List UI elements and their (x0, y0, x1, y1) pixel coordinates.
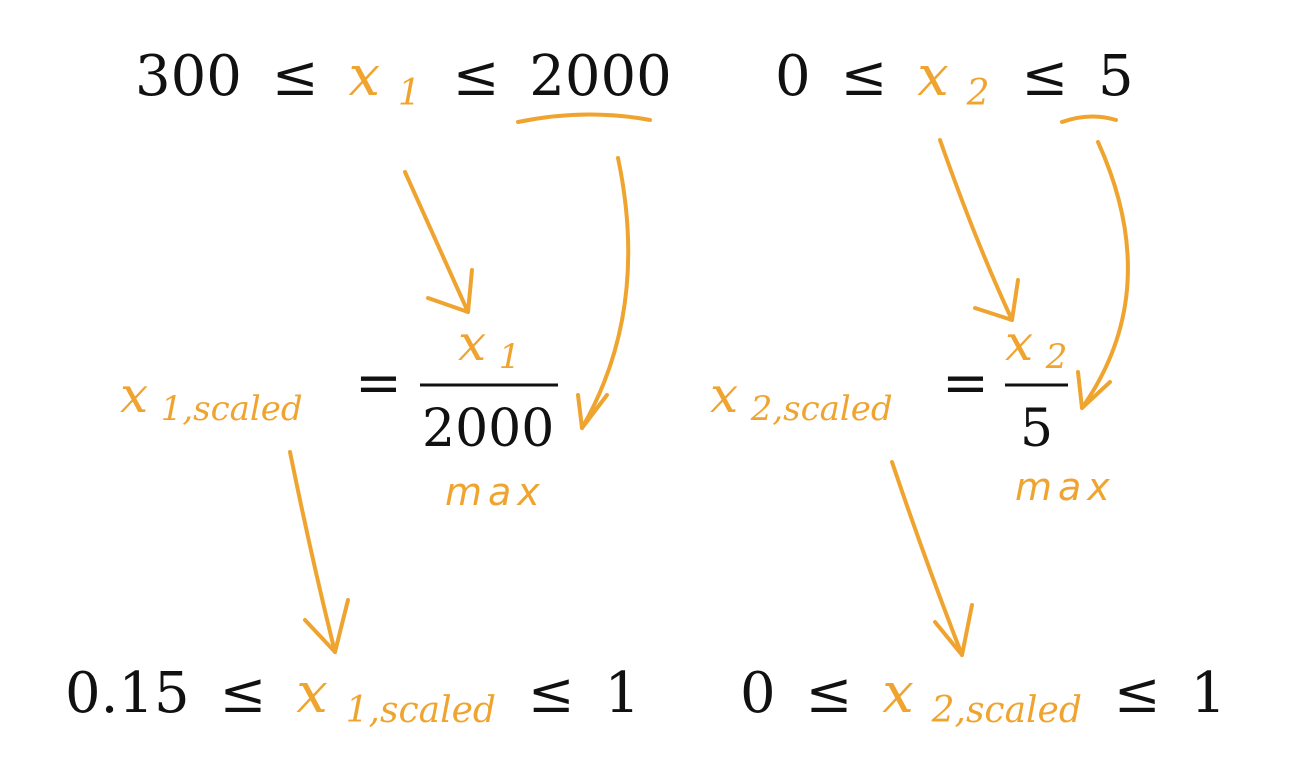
svg-text:x 2: x 2 (1005, 314, 1067, 377)
arrow-x2-to-numerator (938, 138, 1014, 322)
result-x1-var: x (296, 661, 328, 726)
result-x2-sub: 2,scaled (931, 690, 1082, 731)
scale-x1-denominator: 2000 (422, 399, 554, 459)
scale-x1-num-var: x (458, 314, 486, 372)
scale-formula-x1: x 1,scaled = x 1 2000 max (120, 314, 558, 514)
arrow-x1-to-numerator-head (426, 268, 474, 314)
arrow-scaled-x2-to-result (890, 460, 964, 657)
scale-x1-lhs-var: x (120, 366, 148, 424)
result-x1-leq-1: ≤ (220, 661, 267, 726)
underline-max-x2 (1060, 114, 1118, 124)
scale-x2-max-note: max (1015, 465, 1116, 509)
svg-text:300 ≤ x 1: 300 ≤ x 1 ≤ 2000 (135, 44, 672, 119)
scale-x2-lhs-var: x (710, 366, 738, 424)
arrow-scaled-x2-to-result-head (933, 603, 974, 657)
scale-x2-denominator: 5 (1020, 399, 1053, 459)
scale-x1-equals: = (355, 351, 402, 416)
range-x2-leq-2: ≤ (1021, 44, 1068, 109)
range-x1: 300 ≤ x 1 ≤ 2000 (135, 44, 672, 119)
svg-text:0 ≤ x 2,scal: 0 ≤ x 2,scaled ≤ 1 (740, 661, 1226, 736)
result-x2-var: x (882, 661, 914, 726)
scale-x2-num-var: x (1005, 314, 1033, 372)
svg-text:0.15 ≤ x 1,s: 0.15 ≤ x 1,scaled ≤ 1 (65, 661, 640, 736)
svg-text:x 2,scaled: x 2,scaled (710, 366, 893, 429)
underline-max-x1 (516, 112, 652, 124)
range-x1-leq-1: ≤ (272, 44, 319, 109)
result-x2-leq-1: ≤ (805, 661, 852, 726)
result-x1-sub: 1,scaled (346, 690, 496, 731)
result-range-x1: 0.15 ≤ x 1,scaled ≤ 1 (65, 661, 640, 736)
scale-x1-num-sub: 1 (499, 337, 521, 377)
result-x1-lower: 0.15 (65, 661, 190, 726)
result-x1-upper: 1 (605, 661, 641, 726)
arrow-max-to-denominator-x1 (580, 156, 631, 430)
range-x1-var: x (348, 44, 380, 109)
annotations (288, 112, 1130, 657)
svg-text:0 ≤ x 2: 0 ≤ x 2 ≤ 5 (775, 44, 1134, 119)
scale-x2-num-sub: 2 (1045, 337, 1068, 377)
range-x1-lower: 300 (135, 44, 242, 109)
scale-x1-max-note: max (445, 470, 546, 514)
scale-x1-lhs-sub: 1,scaled (161, 389, 303, 429)
scale-formula-x2: x 2,scaled = x 2 5 max (710, 314, 1116, 509)
scale-x2-equals: = (942, 351, 989, 416)
range-x2-lower: 0 (775, 44, 811, 109)
result-x1-leq-2: ≤ (528, 661, 575, 726)
range-x2-leq-1: ≤ (840, 44, 887, 109)
arrow-x2-to-numerator-head (973, 278, 1020, 322)
range-x1-leq-2: ≤ (453, 44, 500, 109)
range-x1-sub: 1 (398, 73, 421, 114)
svg-text:x 1: x 1 (458, 314, 520, 377)
arrow-max-to-denominator-x1-head (576, 393, 609, 430)
arrow-max-to-denominator-x2 (1080, 140, 1130, 410)
range-x2-var: x (917, 44, 949, 109)
result-x2-lower: 0 (740, 661, 776, 726)
result-range-x2: 0 ≤ x 2,scaled ≤ 1 (740, 661, 1226, 736)
result-x2-upper: 1 (1190, 661, 1226, 726)
range-x2-upper: 5 (1098, 44, 1134, 109)
arrow-scaled-x1-to-result-head (303, 598, 350, 654)
arrow-x1-to-numerator (403, 170, 470, 314)
arrow-max-to-denominator-x2-head (1076, 370, 1112, 410)
range-x1-upper: 2000 (529, 44, 672, 109)
scale-x2-lhs-sub: 2,scaled (750, 389, 893, 429)
range-x2-sub: 2 (966, 73, 990, 114)
result-x2-leq-2: ≤ (1114, 661, 1161, 726)
arrow-scaled-x1-to-result (288, 450, 337, 654)
svg-text:x 1,scaled: x 1,scaled (120, 366, 303, 429)
range-x2: 0 ≤ x 2 ≤ 5 (775, 44, 1134, 119)
